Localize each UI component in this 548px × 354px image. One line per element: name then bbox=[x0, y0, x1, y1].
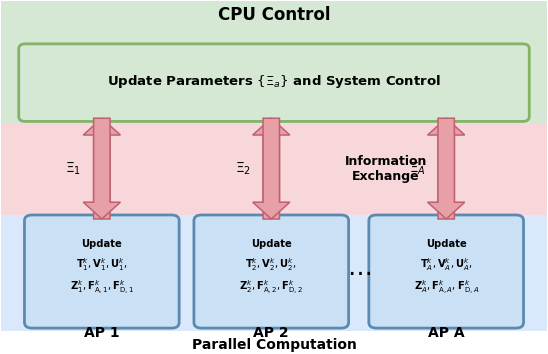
Bar bbox=[1, 1, 547, 122]
FancyArrow shape bbox=[427, 118, 465, 219]
Text: $\Xi_1$: $\Xi_1$ bbox=[65, 160, 82, 177]
Text: Information
Exchange: Information Exchange bbox=[345, 155, 427, 183]
FancyBboxPatch shape bbox=[25, 215, 179, 328]
FancyArrow shape bbox=[427, 118, 465, 219]
FancyBboxPatch shape bbox=[19, 44, 529, 121]
Text: CPU Control: CPU Control bbox=[218, 6, 330, 24]
Text: AP 2: AP 2 bbox=[254, 326, 289, 339]
Text: Update
$\mathbf{T}_A^k, \mathbf{V}_A^k, \mathbf{U}_A^k,$
$\mathbf{Z}_A^k, \mathb: Update $\mathbf{T}_A^k, \mathbf{V}_A^k, … bbox=[414, 239, 479, 297]
FancyArrow shape bbox=[253, 118, 290, 219]
Text: Parallel Computation: Parallel Computation bbox=[192, 337, 356, 352]
FancyArrow shape bbox=[83, 118, 121, 219]
FancyBboxPatch shape bbox=[369, 215, 523, 328]
Text: $\cdots$: $\cdots$ bbox=[347, 259, 371, 284]
Text: Update Parameters $\{\Xi_a\}$ and System Control: Update Parameters $\{\Xi_a\}$ and System… bbox=[107, 73, 441, 90]
FancyArrow shape bbox=[83, 118, 121, 219]
Text: Update
$\mathbf{T}_1^k, \mathbf{V}_1^k, \mathbf{U}_1^k,$
$\mathbf{Z}_1^k, \mathb: Update $\mathbf{T}_1^k, \mathbf{V}_1^k, … bbox=[70, 239, 134, 297]
Bar bbox=[1, 122, 547, 215]
Text: AP A: AP A bbox=[428, 326, 465, 339]
Text: Update
$\mathbf{T}_2^k, \mathbf{V}_2^k, \mathbf{U}_2^k,$
$\mathbf{Z}_2^k, \mathb: Update $\mathbf{T}_2^k, \mathbf{V}_2^k, … bbox=[239, 239, 303, 297]
Text: $\Xi_2$: $\Xi_2$ bbox=[235, 160, 251, 177]
Bar bbox=[1, 215, 547, 331]
Text: AP 1: AP 1 bbox=[84, 326, 119, 339]
FancyBboxPatch shape bbox=[194, 215, 349, 328]
Text: $\Xi_A$: $\Xi_A$ bbox=[409, 160, 426, 177]
FancyArrow shape bbox=[253, 118, 290, 219]
